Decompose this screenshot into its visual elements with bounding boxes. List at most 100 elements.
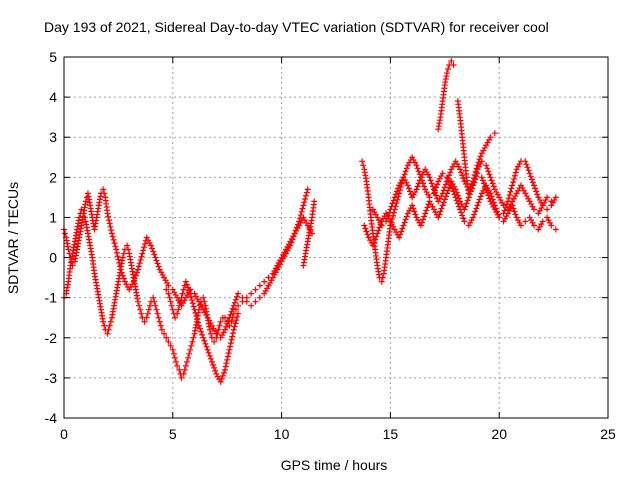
data-point xyxy=(152,302,159,309)
data-point xyxy=(413,162,420,169)
data-point xyxy=(470,178,477,185)
data-point xyxy=(226,346,233,353)
data-point xyxy=(204,346,211,353)
data-point xyxy=(491,130,498,137)
data-point xyxy=(222,366,229,373)
data-point xyxy=(100,186,107,193)
data-point xyxy=(213,330,220,337)
data-point xyxy=(141,240,148,247)
data-point xyxy=(392,191,399,198)
data-point xyxy=(216,322,223,329)
x-tick-label: 15 xyxy=(383,426,399,442)
data-point xyxy=(299,205,306,212)
data-point xyxy=(108,230,115,237)
data-point xyxy=(476,156,483,163)
data-point xyxy=(211,364,218,371)
data-point xyxy=(113,246,120,253)
data-point xyxy=(472,168,479,175)
data-point xyxy=(421,213,428,220)
data-point xyxy=(219,372,226,379)
data-point xyxy=(228,336,235,343)
data-point xyxy=(390,197,397,204)
data-point xyxy=(224,356,231,363)
data-point xyxy=(186,350,193,357)
data-point xyxy=(389,200,396,207)
data-point xyxy=(526,170,533,177)
data-point xyxy=(529,179,536,186)
data-point xyxy=(454,192,461,199)
data-point xyxy=(215,326,222,333)
data-point xyxy=(217,318,224,325)
data-point xyxy=(190,303,197,310)
data-point xyxy=(66,250,73,257)
data-point xyxy=(460,175,467,182)
data-point xyxy=(133,269,140,276)
data-point xyxy=(225,317,232,324)
data-point xyxy=(430,186,437,193)
data-point xyxy=(522,158,529,165)
data-point xyxy=(230,302,237,309)
data-point xyxy=(200,334,207,341)
data-point xyxy=(534,191,541,198)
data-point xyxy=(174,362,181,369)
data-point xyxy=(116,263,123,270)
data-markers xyxy=(61,58,559,385)
data-point xyxy=(163,334,170,341)
data-point xyxy=(429,183,436,190)
data-point xyxy=(461,206,468,213)
data-point xyxy=(139,250,146,257)
data-point xyxy=(427,177,434,184)
data-point xyxy=(436,211,443,218)
data-point xyxy=(149,245,156,252)
data-point xyxy=(230,330,237,337)
data-point xyxy=(487,134,494,141)
data-point xyxy=(146,302,153,309)
data-point xyxy=(228,308,235,315)
data-point xyxy=(406,188,413,195)
data-point xyxy=(206,352,213,359)
data-point xyxy=(182,278,189,285)
data-point xyxy=(231,299,238,306)
data-point xyxy=(416,177,423,184)
data-point xyxy=(227,340,234,347)
data-point xyxy=(186,287,193,294)
data-point xyxy=(287,242,294,249)
data-point xyxy=(470,175,477,182)
data-point xyxy=(506,191,513,198)
data-point xyxy=(455,195,462,202)
x-axis-title: GPS time / hours xyxy=(281,457,388,473)
data-point xyxy=(212,367,219,374)
data-point xyxy=(225,350,232,357)
y-tick-label: -1 xyxy=(45,290,58,306)
data-point xyxy=(440,199,447,206)
data-point xyxy=(528,176,535,183)
data-point xyxy=(401,219,408,226)
data-point xyxy=(510,175,517,182)
data-point xyxy=(187,290,194,297)
data-point xyxy=(409,202,416,209)
data-point xyxy=(404,182,411,189)
data-point xyxy=(180,370,187,377)
data-point xyxy=(373,233,380,240)
data-point xyxy=(235,290,242,297)
data-point xyxy=(115,256,122,263)
data-point xyxy=(439,202,446,209)
data-point xyxy=(188,293,195,300)
data-point xyxy=(288,239,295,246)
data-point xyxy=(154,260,161,267)
data-point xyxy=(512,211,519,218)
data-point xyxy=(433,192,440,199)
data-point xyxy=(230,326,237,333)
data-point xyxy=(531,222,538,229)
data-point xyxy=(401,171,408,178)
data-point xyxy=(106,220,113,227)
data-point xyxy=(483,186,490,193)
data-point xyxy=(232,306,239,313)
data-point xyxy=(239,294,246,301)
data-point xyxy=(414,165,421,172)
data-point xyxy=(206,326,213,333)
data-point xyxy=(484,165,491,172)
data-point xyxy=(223,323,230,330)
data-point xyxy=(178,374,185,381)
data-point xyxy=(422,210,429,217)
